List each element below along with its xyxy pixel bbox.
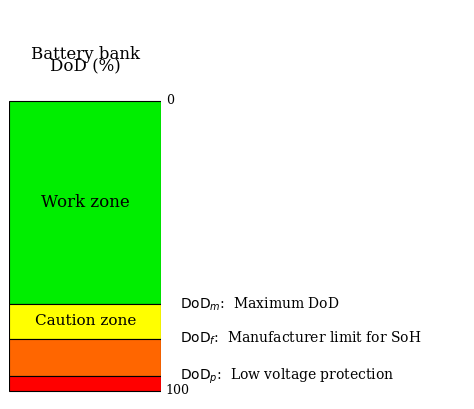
Text: 100: 100 [166,384,190,398]
Text: Caution zone: Caution zone [35,315,136,328]
Text: 0: 0 [166,94,173,108]
Bar [9,304,161,339]
Text: Work zone: Work zone [41,194,130,211]
Text: $\mathrm{DoD}_{m}$:  Maximum DoD: $\mathrm{DoD}_{m}$: Maximum DoD [180,295,339,312]
Bar [9,376,161,391]
Text: DoD (%): DoD (%) [50,58,121,76]
Text: Battery bank: Battery bank [31,46,140,63]
Bar [9,101,161,304]
Text: $\mathrm{DoD}_{p}$:  Low voltage protection: $\mathrm{DoD}_{p}$: Low voltage protecti… [180,367,394,386]
Text: $\mathrm{DoD}_{f}$:  Manufacturer limit for SoH: $\mathrm{DoD}_{f}$: Manufacturer limit f… [180,330,421,347]
Bar [9,339,161,376]
